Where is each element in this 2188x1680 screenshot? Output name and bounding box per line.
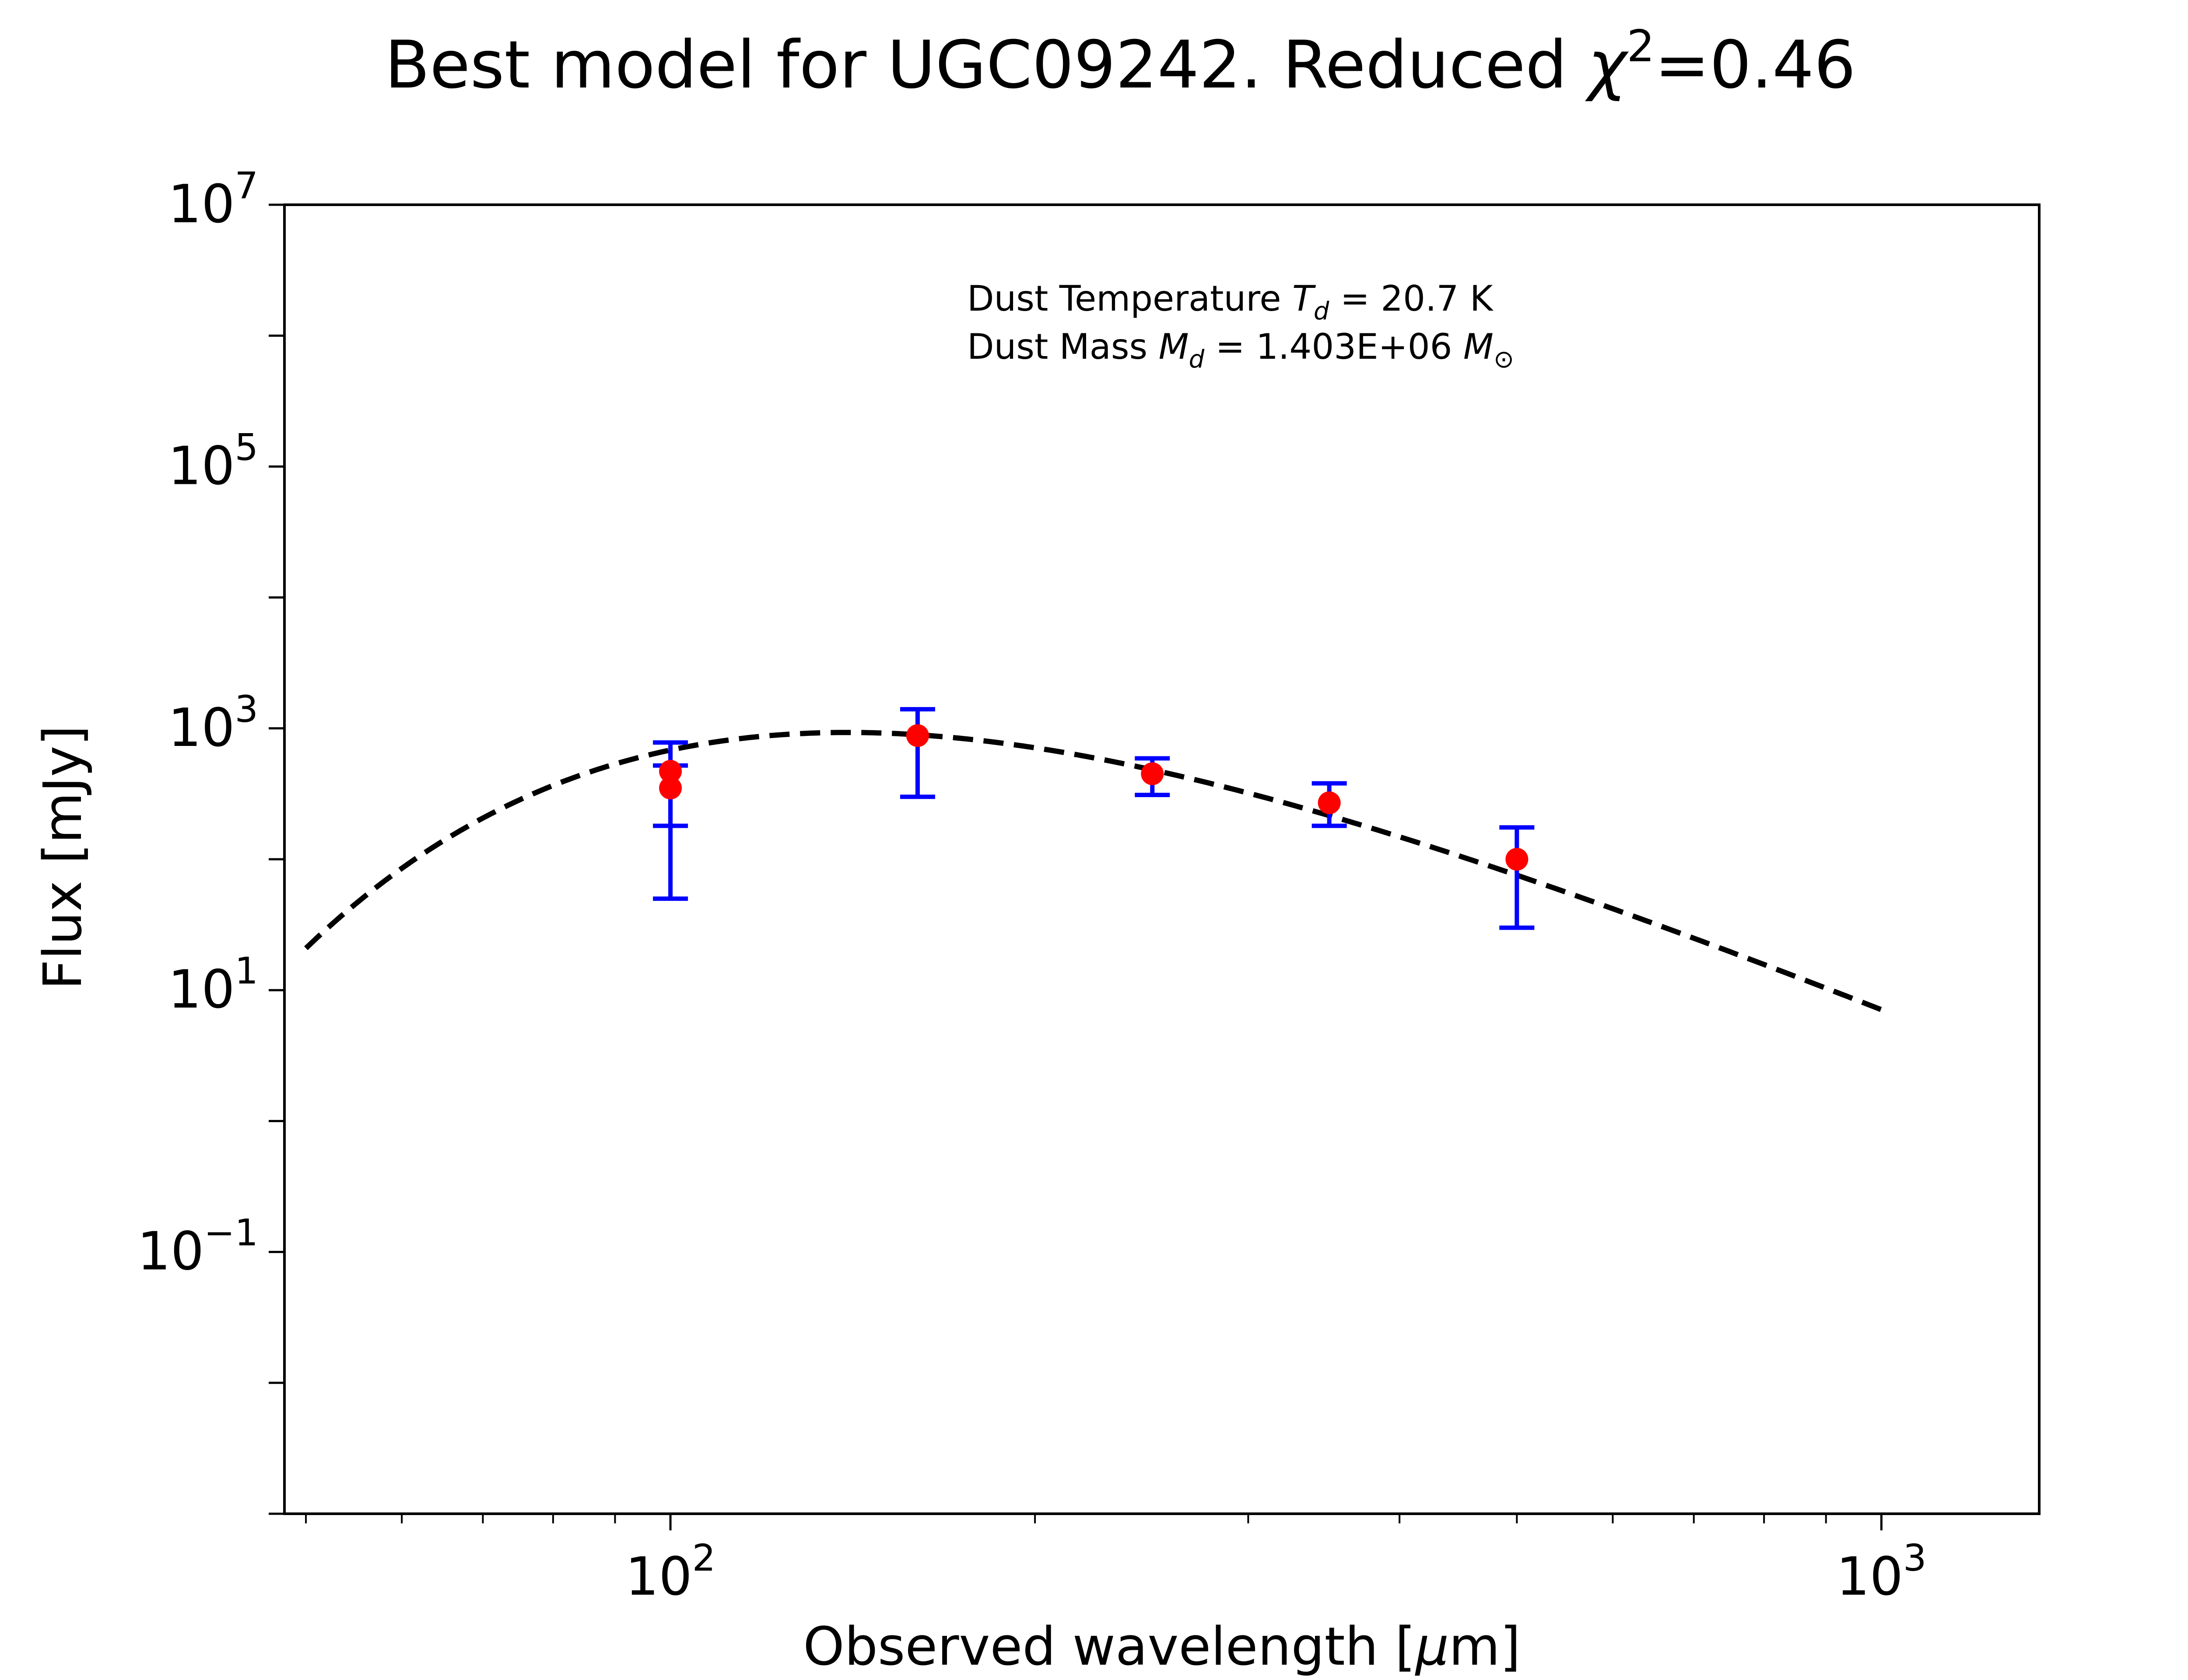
- y-axis-label: Flux [mJy]: [33, 725, 94, 990]
- model-curve: [304, 730, 1883, 1012]
- y-tick-label-4: 10−1: [137, 1211, 258, 1282]
- data-point-5: [1505, 848, 1529, 871]
- model-layer: [304, 730, 1883, 1012]
- data-point-2: [906, 724, 929, 747]
- x-tick-label-0: 102: [625, 1536, 715, 1607]
- x-tick-label-1: 103: [1836, 1536, 1926, 1607]
- axes-layer: 107 105 103 101 10−1 102 103: [137, 164, 1926, 1607]
- annotation-dust-temperature: Dust Temperature Td = 20.7 K: [967, 278, 1494, 326]
- chart-title: Best model for UGC09242. Reduced χ2=0.46: [385, 21, 1856, 103]
- point-layer: [659, 724, 1529, 871]
- y-tick-label-1: 105: [168, 426, 258, 497]
- data-point-0: [659, 760, 682, 783]
- annotation-block: Dust Temperature Td = 20.7 K Dust Mass M…: [967, 278, 1514, 374]
- data-point-1: [659, 777, 682, 800]
- data-point-4: [1318, 791, 1341, 814]
- y-tick-label-0: 107: [168, 164, 258, 235]
- annotation-dust-mass: Dust Mass Md = 1.403E+06 M⊙: [967, 326, 1514, 374]
- y-tick-label-2: 103: [168, 688, 258, 759]
- data-point-3: [1141, 762, 1164, 785]
- x-axis-label: Observed wavelength [μm]: [803, 1617, 1521, 1677]
- y-tick-label-3: 101: [168, 949, 258, 1020]
